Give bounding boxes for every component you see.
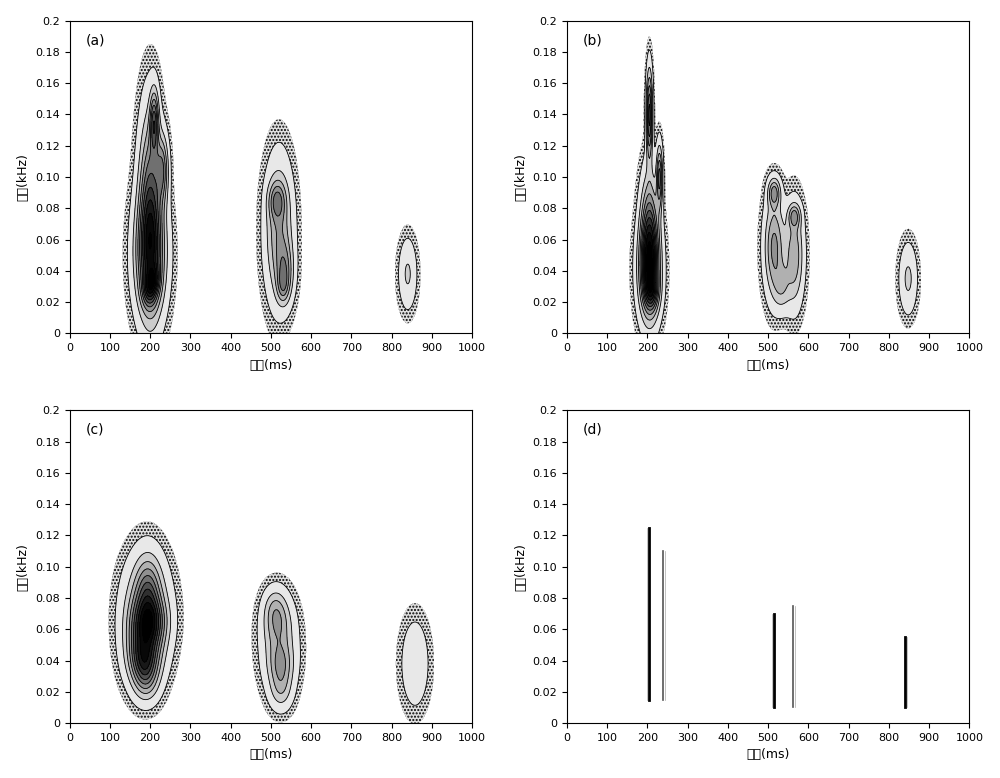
X-axis label: 时间(ms): 时间(ms) bbox=[249, 748, 293, 762]
X-axis label: 时间(ms): 时间(ms) bbox=[746, 359, 790, 372]
Y-axis label: 频率(kHz): 频率(kHz) bbox=[17, 543, 30, 591]
Text: (d): (d) bbox=[583, 423, 603, 437]
X-axis label: 时间(ms): 时间(ms) bbox=[746, 748, 790, 762]
Y-axis label: 频率(kHz): 频率(kHz) bbox=[514, 543, 527, 591]
Y-axis label: 频率(kHz): 频率(kHz) bbox=[514, 153, 527, 201]
Text: (a): (a) bbox=[86, 33, 105, 47]
Text: (c): (c) bbox=[86, 423, 104, 437]
X-axis label: 时间(ms): 时间(ms) bbox=[249, 359, 293, 372]
Text: (b): (b) bbox=[583, 33, 603, 47]
Y-axis label: 频率(kHz): 频率(kHz) bbox=[17, 153, 30, 201]
